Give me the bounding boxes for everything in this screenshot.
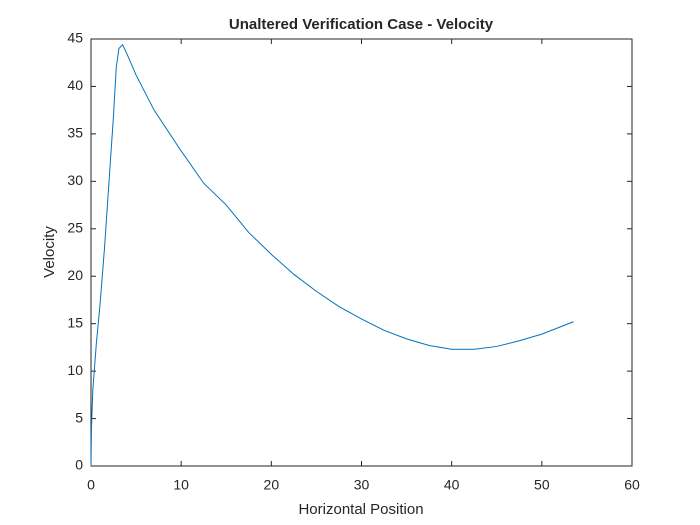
axes-box: [90, 38, 633, 467]
y-axis-label: Velocity: [41, 226, 58, 278]
data-line: [90, 43, 574, 467]
y-tick-label: 25: [67, 219, 83, 235]
y-tick-label: 0: [75, 457, 83, 473]
y-tick-label: 20: [67, 267, 83, 283]
x-tick-label: 40: [444, 477, 460, 493]
y-tick-label: 35: [67, 125, 83, 141]
y-tick-label: 15: [67, 314, 83, 330]
y-tick-label: 10: [67, 362, 83, 378]
x-axis-label: Horizontal Position: [298, 501, 423, 518]
x-tick-label: 50: [534, 477, 550, 493]
y-tick-label: 40: [67, 77, 83, 93]
x-tick-label: 60: [624, 477, 640, 493]
y-tick-label: 30: [67, 172, 83, 188]
x-tick-label: 10: [173, 477, 189, 493]
x-tick-label: 30: [354, 477, 370, 493]
x-tick-label: 20: [264, 477, 280, 493]
y-tick-label: 45: [67, 30, 83, 46]
chart-title: Unaltered Verification Case - Velocity: [229, 16, 494, 33]
x-tick-label: 0: [87, 477, 95, 493]
y-tick-label: 5: [75, 409, 83, 425]
